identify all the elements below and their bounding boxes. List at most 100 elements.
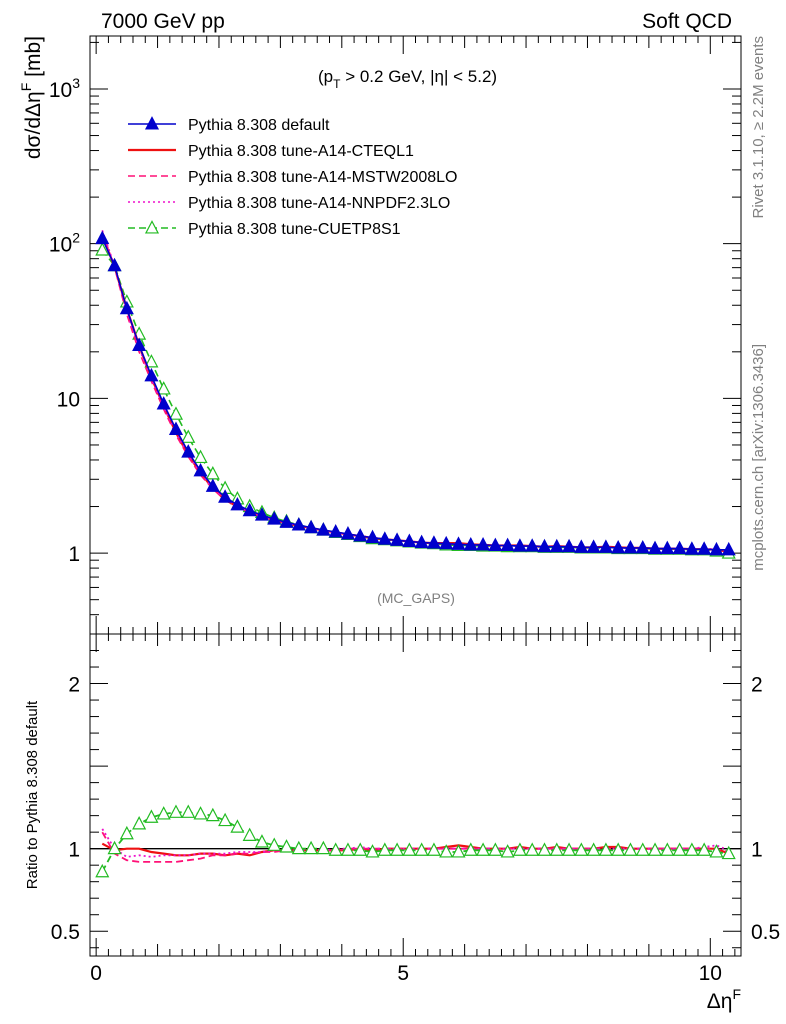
- ratio-point-marker: [193, 806, 208, 820]
- series-line: [101, 249, 729, 554]
- ratio-point-marker: [144, 809, 159, 823]
- legend: Pythia 8.308 default Pythia 8.308 tune-A1…: [128, 116, 457, 238]
- ratio-point-marker: [598, 842, 613, 856]
- process-label: Soft QCD: [642, 10, 732, 33]
- ratio-y-tick-label-left: 2: [68, 674, 80, 697]
- ratio-point-marker: [500, 844, 515, 858]
- beam-energy-label: 7000 GeV pp: [101, 10, 225, 33]
- ratio-point-marker: [328, 842, 343, 856]
- y-tick-label: 10: [57, 388, 80, 411]
- y-tick-label: 1: [68, 543, 80, 566]
- mcplots-label: mcplots.cern.ch [arXiv:1306.3436]: [750, 344, 767, 571]
- data-point-marker: [598, 539, 613, 553]
- ratio-point-marker: [181, 804, 196, 818]
- x-tick-label: 10: [699, 962, 722, 985]
- data-point-marker: [709, 541, 724, 556]
- data-point-marker: [168, 421, 184, 435]
- ratio-point-marker: [254, 834, 270, 848]
- ratio-point-marker: [156, 806, 171, 820]
- ratio-point-marker: [390, 842, 405, 856]
- ratio-point-marker: [623, 842, 638, 856]
- ratio-panel: 0.5 0.5 1 1 2 2 0 5 10 Ratio to Pythia 8.308 de…: [24, 633, 780, 1013]
- ratio-point-marker: [365, 844, 380, 858]
- y-tick-label-exp: 3: [72, 75, 80, 91]
- data-point-marker: [586, 539, 601, 553]
- ratio-point-marker: [377, 842, 392, 856]
- data-point-marker: [426, 535, 441, 549]
- main-y-axis-title-main: dσ/dΔη: [22, 91, 45, 159]
- ratio-point-marker: [574, 842, 589, 856]
- ratio-point-marker: [279, 839, 294, 853]
- legend-marker: [144, 116, 160, 130]
- data-point-marker: [119, 300, 134, 315]
- x-axis-title: ΔηF: [707, 986, 741, 1013]
- data-point-marker: [537, 538, 552, 553]
- data-point-marker: [463, 537, 478, 551]
- main-y-axis-title: dσ/dΔηF [mb]: [18, 36, 45, 159]
- ratio-point-marker: [316, 840, 331, 855]
- ratio-point-marker: [476, 842, 491, 856]
- data-point-marker: [181, 429, 196, 443]
- main-y-axis-title-sup: F: [18, 83, 34, 92]
- ratio-point-marker: [647, 842, 663, 856]
- data-point-marker: [193, 449, 208, 464]
- data-point-marker: [476, 537, 491, 551]
- ratio-point-marker: [525, 842, 540, 856]
- cut-label-open: (p: [318, 67, 333, 86]
- data-point-marker: [316, 522, 331, 536]
- ratio-point-marker: [291, 840, 306, 855]
- ratio-point-marker: [697, 842, 712, 856]
- ratio-point-marker: [549, 842, 564, 856]
- data-point-marker: [635, 540, 650, 554]
- data-point-marker: [390, 532, 405, 546]
- legend-label: Pythia 8.308 tune-A14-NNPDF2.3LO: [188, 195, 450, 212]
- ratio-y-tick-label-left: 0.5: [51, 921, 80, 944]
- data-point-marker: [561, 538, 577, 553]
- ratio-point-marker: [242, 827, 257, 842]
- data-point-marker: [721, 541, 736, 556]
- ratio-point-marker: [353, 842, 368, 856]
- ratio-point-marker: [340, 842, 355, 856]
- data-point-marker: [205, 478, 220, 492]
- legend-label: Pythia 8.308 tune-A14-CTEQL1: [188, 143, 414, 160]
- x-axis-title-sup: F: [732, 986, 741, 1002]
- analysis-watermark: (MC_GAPS): [377, 590, 455, 606]
- ratio-point-marker: [463, 842, 478, 856]
- data-point-marker: [144, 354, 159, 368]
- data-point-marker: [525, 538, 540, 552]
- cut-label-rest: > 0.2 GeV, |η| < 5.2): [340, 67, 497, 86]
- data-point-marker: [684, 541, 699, 555]
- data-point-marker: [660, 540, 675, 555]
- data-point-marker: [279, 514, 294, 528]
- data-point-marker: [156, 381, 171, 395]
- main-axis-ticks: [90, 36, 741, 956]
- data-point-marker: [377, 531, 392, 545]
- ratio-series-line: [101, 831, 729, 863]
- data-point-marker: [156, 396, 171, 410]
- data-point-marker: [168, 406, 184, 420]
- legend-label: Pythia 8.308 tune-A14-MSTW2008LO: [188, 169, 457, 186]
- x-tick-labels: 0 5 10: [90, 962, 722, 985]
- data-point-marker: [328, 524, 343, 538]
- ratio-series-line: [101, 811, 729, 873]
- ratio-point-marker: [168, 804, 184, 818]
- data-point-marker: [647, 540, 663, 555]
- ratio-point-marker: [230, 819, 245, 833]
- data-point-marker: [218, 489, 233, 503]
- ratio-point-marker: [512, 842, 527, 856]
- x-tick-label: 0: [90, 962, 102, 985]
- ratio-point-marker: [205, 807, 220, 822]
- data-point-marker: [611, 540, 626, 554]
- data-point-marker: [488, 537, 503, 552]
- rivet-label: Rivet 3.1.10, ≥ 2.2M events: [750, 36, 767, 219]
- ratio-point-marker: [635, 842, 650, 856]
- ratio-y-tick-labels: 0.5 0.5 1 1 2 2: [51, 674, 780, 945]
- series-line: [101, 231, 729, 552]
- x-axis-title-main: Δη: [707, 990, 733, 1013]
- cut-label: (pT > 0.2 GeV, |η| < 5.2): [318, 67, 497, 91]
- ratio-point-marker: [402, 842, 417, 856]
- ratio-point-marker: [119, 825, 134, 840]
- ratio-y-tick-label-right: 1: [751, 839, 763, 862]
- ratio-point-marker: [684, 842, 699, 856]
